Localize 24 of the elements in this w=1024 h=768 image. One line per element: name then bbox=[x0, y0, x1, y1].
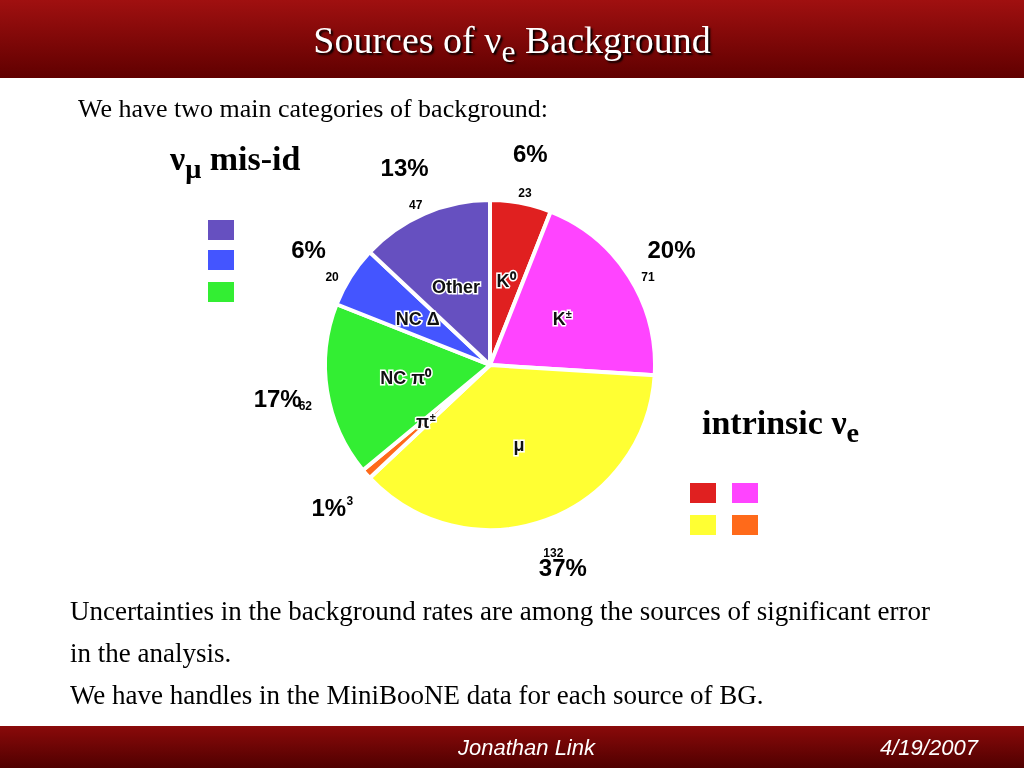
text: ν$_{μ}$ mis-id bbox=[170, 140, 301, 185]
slice-label: NC π⁰ bbox=[380, 368, 432, 389]
text: 23 bbox=[518, 186, 533, 201]
text: Uncertainties in the background rates are among the sources of significant error in the analysis. bbox=[70, 595, 931, 670]
data-label: 20% bbox=[647, 236, 696, 264]
text: 4/19/2007 bbox=[880, 735, 978, 761]
text: 20 bbox=[325, 269, 340, 284]
chart-title: Sources of ν$_{e}$ Background bbox=[312, 18, 712, 70]
text: We have handles in the MiniBooNE data for each source of BG. bbox=[70, 680, 765, 711]
data-label: 6% bbox=[291, 236, 326, 264]
slice-label: Other bbox=[432, 276, 481, 297]
slice-label: NC Δ bbox=[395, 309, 440, 330]
slice-label: K± bbox=[552, 308, 572, 330]
text: 3 bbox=[346, 493, 354, 508]
text: Jonathan Link bbox=[458, 735, 595, 761]
data-label: 6% bbox=[512, 140, 548, 168]
text: 71 bbox=[641, 269, 655, 284]
slice-label: μ bbox=[513, 435, 525, 456]
slice-label: K⁰ bbox=[496, 271, 517, 292]
chart-subtitle: We have two main categories of background: bbox=[78, 94, 549, 124]
data-label: 13% bbox=[380, 154, 429, 182]
text: intrinsic ν$_{e}$ bbox=[702, 404, 860, 449]
text: 47 bbox=[409, 198, 423, 213]
data-label: 1% bbox=[311, 493, 347, 521]
